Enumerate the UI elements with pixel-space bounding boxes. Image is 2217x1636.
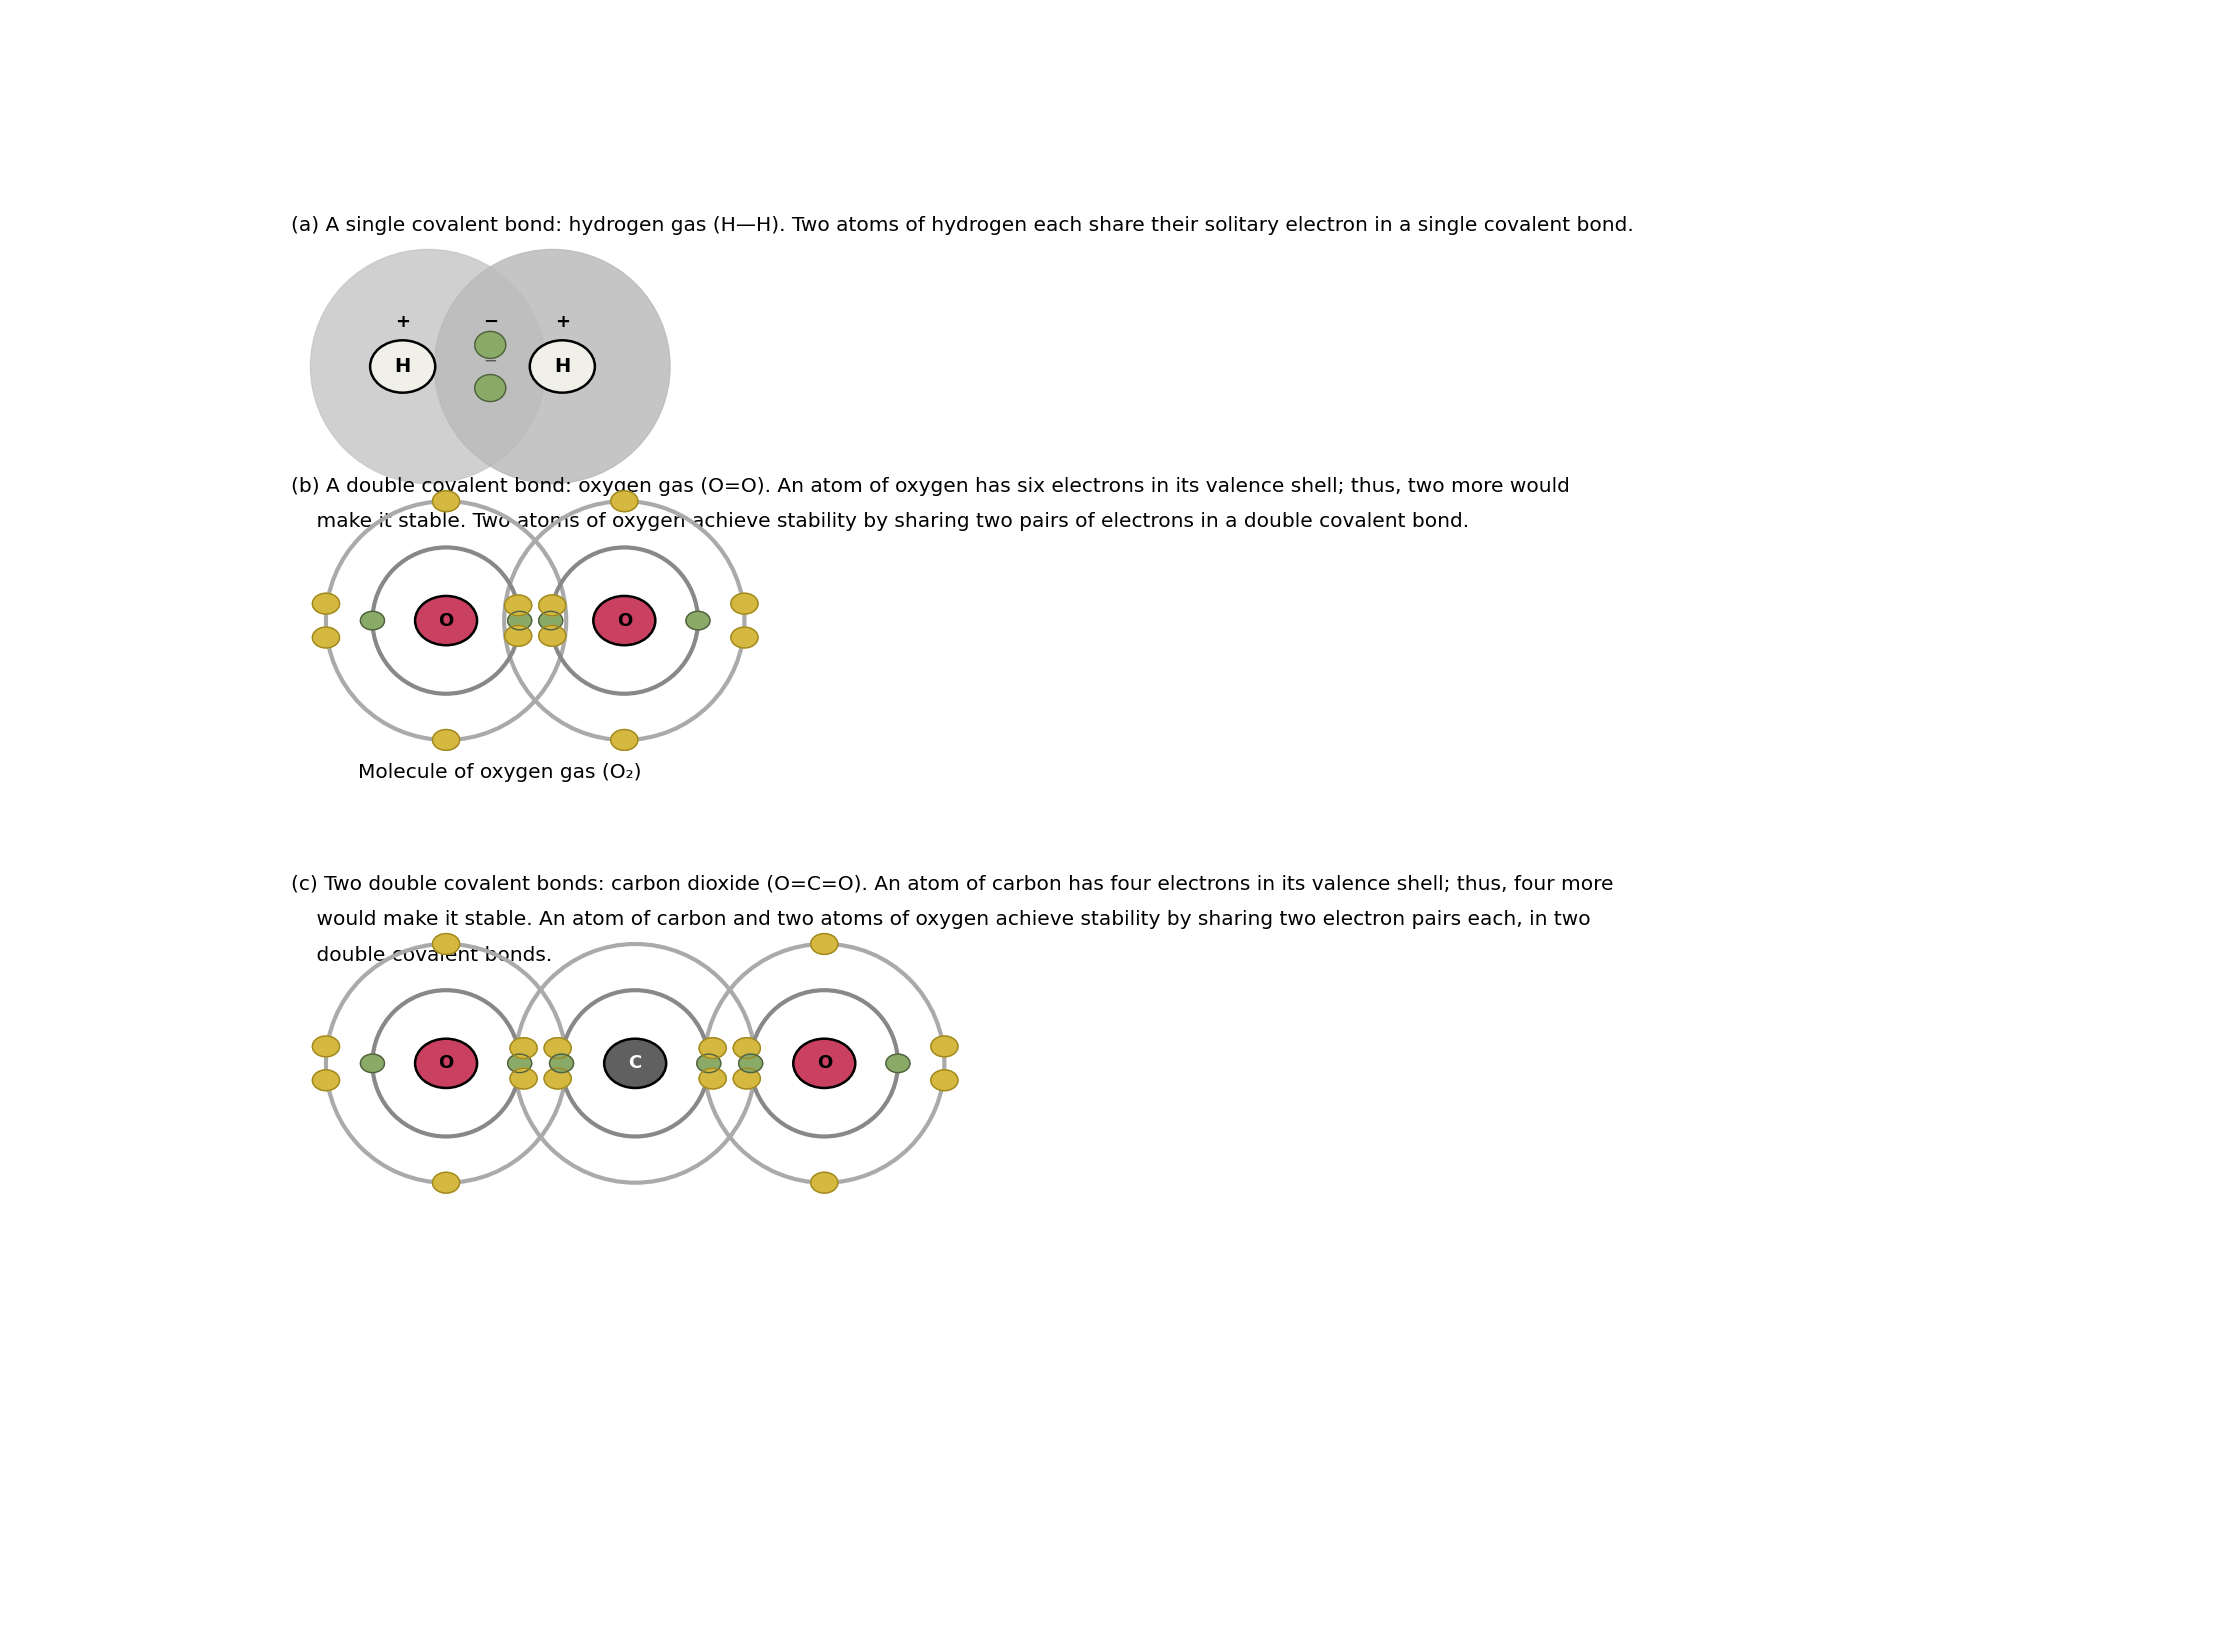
Text: would make it stable. An atom of carbon and two atoms of oxygen achieve stabilit: would make it stable. An atom of carbon …: [290, 910, 1592, 929]
Ellipse shape: [610, 730, 638, 751]
Ellipse shape: [887, 1054, 909, 1073]
Ellipse shape: [931, 1070, 958, 1091]
Text: C: C: [630, 1054, 641, 1072]
Ellipse shape: [313, 1036, 339, 1057]
Ellipse shape: [605, 1039, 665, 1088]
Ellipse shape: [361, 1054, 384, 1073]
Ellipse shape: [432, 730, 459, 751]
Ellipse shape: [370, 340, 435, 393]
Ellipse shape: [474, 375, 505, 401]
Ellipse shape: [698, 1037, 727, 1058]
Ellipse shape: [696, 1054, 721, 1073]
Ellipse shape: [931, 1036, 958, 1057]
Ellipse shape: [594, 596, 656, 645]
Ellipse shape: [415, 1039, 477, 1088]
Ellipse shape: [432, 934, 459, 954]
Text: O: O: [816, 1054, 831, 1072]
Ellipse shape: [539, 596, 565, 615]
Ellipse shape: [734, 1068, 760, 1090]
Ellipse shape: [508, 612, 532, 630]
Ellipse shape: [361, 612, 384, 630]
Ellipse shape: [698, 1068, 727, 1090]
Text: (a) A single covalent bond: hydrogen gas (H—H). Two atoms of hydrogen each share: (a) A single covalent bond: hydrogen gas…: [290, 216, 1634, 236]
Ellipse shape: [550, 1054, 574, 1073]
Text: +: +: [554, 312, 570, 330]
Text: −: −: [483, 312, 499, 330]
Ellipse shape: [313, 1070, 339, 1091]
Ellipse shape: [732, 627, 758, 648]
Ellipse shape: [432, 1173, 459, 1193]
Ellipse shape: [794, 1039, 856, 1088]
Ellipse shape: [543, 1068, 572, 1090]
Text: make it stable. Two atoms of oxygen achieve stability by sharing two pairs of el: make it stable. Two atoms of oxygen achi…: [290, 512, 1470, 532]
Text: O: O: [616, 612, 632, 630]
Text: (b) A double covalent bond: oxygen gas (O=O). An atom of oxygen has six electron: (b) A double covalent bond: oxygen gas (…: [290, 476, 1570, 496]
Ellipse shape: [811, 934, 838, 954]
Circle shape: [435, 249, 670, 484]
Ellipse shape: [539, 612, 563, 630]
Text: O: O: [439, 612, 454, 630]
Ellipse shape: [734, 1037, 760, 1058]
Ellipse shape: [732, 594, 758, 614]
Text: H: H: [395, 357, 410, 376]
Text: +: +: [395, 312, 410, 330]
Ellipse shape: [415, 596, 477, 645]
Ellipse shape: [505, 625, 532, 646]
Text: H: H: [554, 357, 570, 376]
Ellipse shape: [510, 1037, 537, 1058]
Ellipse shape: [543, 1037, 572, 1058]
Ellipse shape: [685, 612, 709, 630]
Circle shape: [310, 249, 545, 484]
Ellipse shape: [530, 340, 594, 393]
Ellipse shape: [313, 627, 339, 648]
Ellipse shape: [811, 1173, 838, 1193]
Text: double covalent bonds.: double covalent bonds.: [290, 946, 552, 965]
Ellipse shape: [510, 1068, 537, 1090]
Ellipse shape: [474, 332, 505, 358]
Ellipse shape: [610, 491, 638, 512]
Text: O: O: [439, 1054, 454, 1072]
Text: −: −: [483, 352, 497, 370]
Text: (c) Two double covalent bonds: carbon dioxide (O=C=O). An atom of carbon has fou: (c) Two double covalent bonds: carbon di…: [290, 875, 1614, 893]
Ellipse shape: [738, 1054, 763, 1073]
Ellipse shape: [505, 596, 532, 615]
Ellipse shape: [432, 491, 459, 512]
Ellipse shape: [313, 594, 339, 614]
Ellipse shape: [539, 625, 565, 646]
Ellipse shape: [508, 1054, 532, 1073]
Text: Molecule of oxygen gas (O₂): Molecule of oxygen gas (O₂): [359, 762, 643, 782]
